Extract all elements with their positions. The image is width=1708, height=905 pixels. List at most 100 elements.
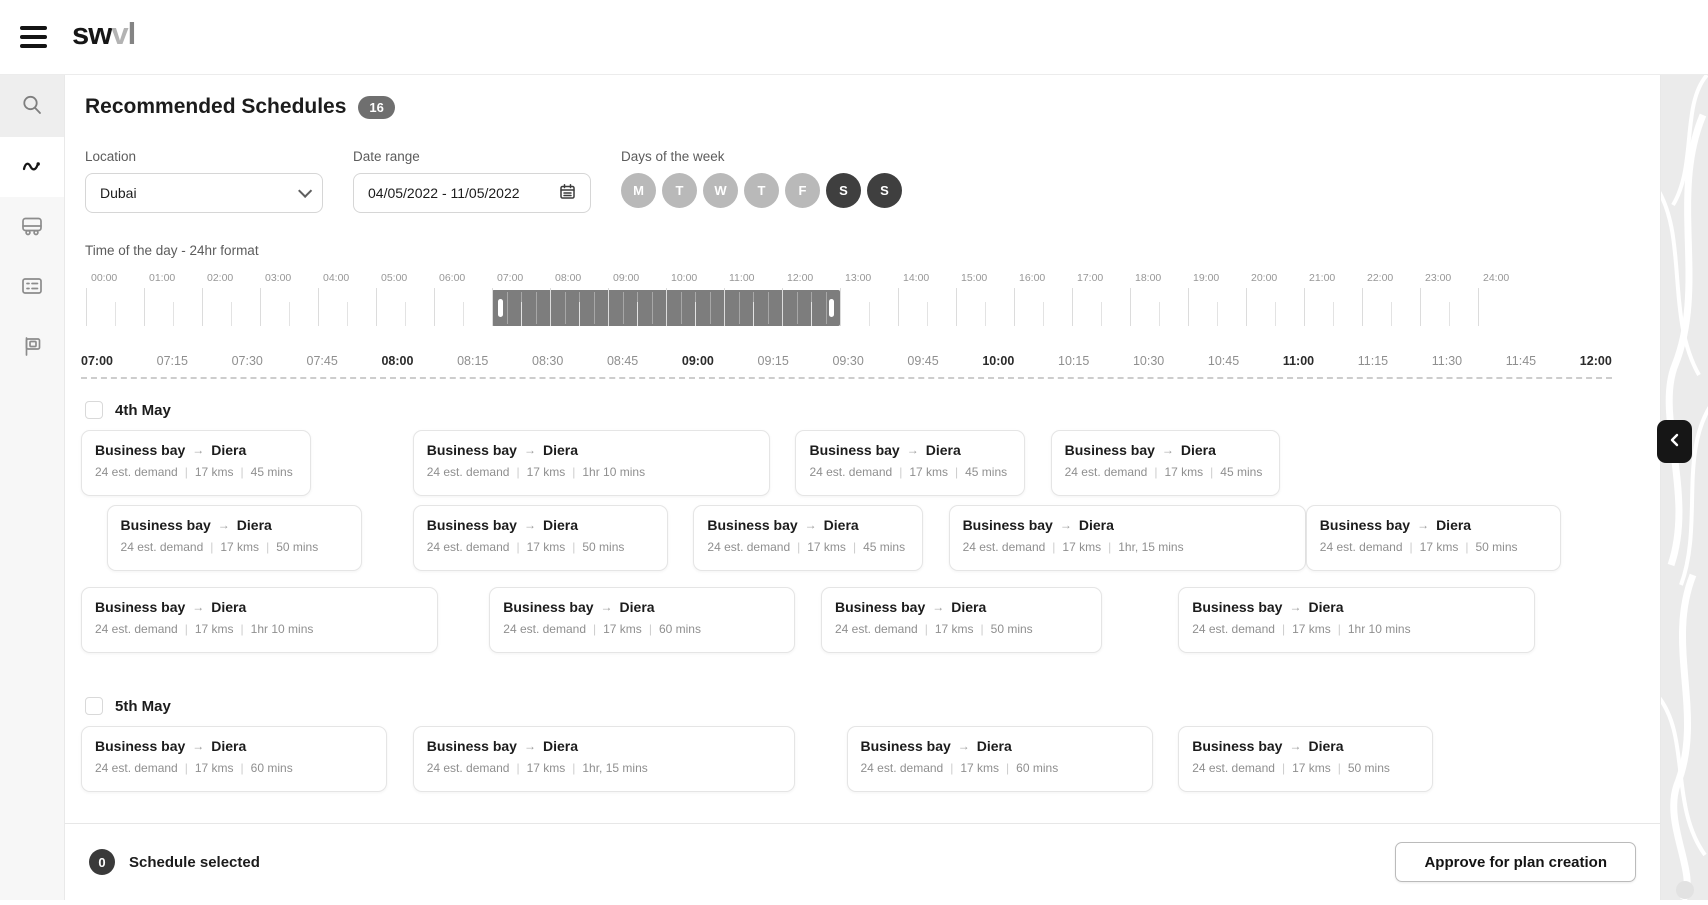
meta-separator: |: [184, 465, 188, 479]
schedule-card[interactable]: Business bay → Diera 24 est. demand | 17 kms |…: [1178, 587, 1536, 653]
approve-plan-button[interactable]: Approve for plan creation: [1395, 842, 1636, 882]
hour-label: 14:00: [903, 272, 930, 284]
demand-value: 24 est. demand: [426, 761, 510, 775]
detail-time-ruler: 07:00 07:15 07:30 07:45 08:00 08:15 08:30 08:45…: [81, 354, 1612, 368]
schedule-card[interactable]: Business bay → Diera 24 est. demand | 17 kms |…: [1178, 726, 1434, 792]
route-title: Business bay → Diera: [1065, 442, 1267, 458]
destination-name: Diera: [1078, 517, 1114, 533]
day-toggle-4[interactable]: F: [785, 173, 820, 208]
destination-name: Diera: [211, 738, 247, 754]
schedule-card[interactable]: Business bay → Diera 24 est. demand | 17 kms |…: [81, 726, 388, 792]
map-preview: [1653, 73, 1708, 902]
hour-label: 09:00: [613, 272, 640, 284]
meta-separator: |: [240, 761, 244, 775]
chevron-down-icon: [298, 183, 313, 198]
sidebar-item-routes[interactable]: [0, 137, 64, 197]
origin-name: Business bay: [503, 599, 594, 615]
arrow-right-icon: →: [523, 518, 536, 532]
section-date-label: 5th May: [115, 697, 171, 715]
origin-name: Business bay: [95, 442, 186, 458]
schedule-card[interactable]: Business bay → Diera 24 est. demand | 17 kms |…: [412, 505, 668, 571]
meta-separator: |: [1006, 761, 1010, 775]
distance-value: 17 kms: [909, 465, 948, 479]
meta-separator: |: [980, 622, 984, 636]
schedule-count-badge: 16: [358, 95, 395, 119]
day-toggle-2[interactable]: W: [703, 173, 738, 208]
arrow-right-icon: →: [192, 600, 205, 614]
schedule-card[interactable]: Business bay → Diera 24 est. demand | 17 kms |…: [693, 505, 924, 571]
route-title: Business bay → Diera: [835, 599, 1088, 615]
distance-value: 17 kms: [220, 540, 260, 554]
schedule-card[interactable]: Business bay → Diera 24 est. demand | 17 kms |…: [412, 430, 770, 496]
hamburger-menu-icon[interactable]: [20, 24, 50, 50]
schedule-card[interactable]: Business bay → Diera 24 est. demand | 17 kms |…: [412, 726, 796, 792]
band-end-handle[interactable]: [829, 299, 834, 317]
day-checkbox[interactable]: [85, 697, 103, 715]
schedule-meta: 24 est. demand | 17 kms | 1hr, 15 mins: [963, 540, 1292, 554]
arrow-right-icon: →: [1059, 518, 1072, 532]
duration-value: 1hr, 15 mins: [582, 761, 648, 775]
time-of-day-overview-track[interactable]: 00:00 01:00 02:00 03:00 04:00 05:00 06:00 07:00…: [86, 272, 1546, 326]
schedule-card[interactable]: Business bay → Diera 24 est. demand | 17 kms |…: [820, 587, 1102, 653]
meta-separator: |: [572, 465, 576, 479]
hour-label: 01:00: [149, 272, 176, 284]
day-toggle-6[interactable]: S: [867, 173, 902, 208]
schedules-scroll-area[interactable]: Recommended Schedules 16 Location Dubai …: [65, 75, 1660, 823]
duration-value: 60 mins: [658, 622, 701, 636]
location-select[interactable]: Dubai: [85, 173, 323, 213]
day-toggle-0[interactable]: M: [621, 173, 656, 208]
destination-name: Diera: [542, 738, 578, 754]
day-checkbox[interactable]: [85, 401, 103, 419]
distance-value: 17 kms: [194, 465, 234, 479]
destination-name: Diera: [951, 599, 987, 615]
bus-stop-icon: [20, 334, 44, 361]
schedule-card[interactable]: Business bay → Diera 24 est. demand | 17 kms |…: [1050, 430, 1281, 496]
hour-label: 18:00: [1135, 272, 1162, 284]
arrow-right-icon: →: [906, 443, 919, 457]
destination-name: Diera: [542, 517, 578, 533]
hour-label: 12:00: [787, 272, 814, 284]
date-range-input[interactable]: 04/05/2022 - 11/05/2022: [353, 173, 591, 213]
meta-separator: |: [240, 622, 244, 636]
distance-value: 17 kms: [1292, 761, 1331, 775]
sidebar-item-search[interactable]: [0, 75, 64, 137]
sidebar-item-schedules[interactable]: [0, 257, 64, 317]
schedule-card[interactable]: Business bay → Diera 24 est. demand | 17 kms |…: [846, 726, 1153, 792]
schedule-card[interactable]: Business bay → Diera 24 est. demand | 17 kms |…: [106, 505, 362, 571]
selected-time-band[interactable]: [492, 290, 840, 326]
meta-separator: |: [1337, 761, 1341, 775]
day-toggle-1[interactable]: T: [662, 173, 697, 208]
ruler-label: 12:00: [1579, 354, 1612, 368]
day-toggle-5[interactable]: S: [826, 173, 861, 208]
schedule-card[interactable]: Business bay → Diera 24 est. demand | 17 kms |…: [81, 587, 439, 653]
meta-separator: |: [1108, 540, 1112, 554]
schedule-card[interactable]: Business bay → Diera 24 est. demand | 17 kms |…: [1305, 505, 1561, 571]
band-start-handle[interactable]: [498, 299, 503, 317]
arrow-right-icon: →: [1289, 600, 1302, 614]
hour-label: 03:00: [265, 272, 292, 284]
destination-name: Diera: [619, 599, 655, 615]
collapse-panel-button[interactable]: [1657, 420, 1692, 463]
ruler-label: 10:15: [1058, 354, 1090, 368]
ruler-label: 11:45: [1505, 354, 1537, 368]
route-title: Business bay → Diera: [503, 599, 781, 615]
origin-name: Business bay: [1319, 517, 1411, 533]
schedule-row: Business bay → Diera 24 est. demand | 17 kms |…: [81, 587, 1612, 654]
search-icon: [20, 93, 44, 120]
ruler-label: 08:45: [606, 354, 639, 368]
schedule-meta: 24 est. demand | 17 kms | 1hr 10 mins: [95, 622, 424, 636]
schedule-card[interactable]: Business bay → Diera 24 est. demand | 17 kms |…: [948, 505, 1306, 571]
schedule-meta: 24 est. demand | 17 kms | 50 mins: [427, 540, 654, 554]
ruler-label: 09:00: [681, 354, 714, 368]
schedule-card[interactable]: Business bay → Diera 24 est. demand | 17 kms |…: [81, 430, 311, 496]
schedule-meta: 24 est. demand | 17 kms | 50 mins: [121, 540, 348, 554]
route-title: Business bay → Diera: [95, 442, 297, 458]
demand-value: 24 est. demand: [95, 761, 178, 775]
sidebar-item-buses[interactable]: [0, 197, 64, 257]
schedule-card[interactable]: Business bay → Diera 24 est. demand | 17 kms |…: [795, 430, 1026, 496]
day-toggle-3[interactable]: T: [744, 173, 779, 208]
schedule-card[interactable]: Business bay → Diera 24 est. demand | 17 kms |…: [489, 587, 796, 653]
hour-label: 17:00: [1077, 272, 1104, 284]
hour-label: 19:00: [1193, 272, 1220, 284]
sidebar-item-stations[interactable]: [0, 317, 64, 377]
